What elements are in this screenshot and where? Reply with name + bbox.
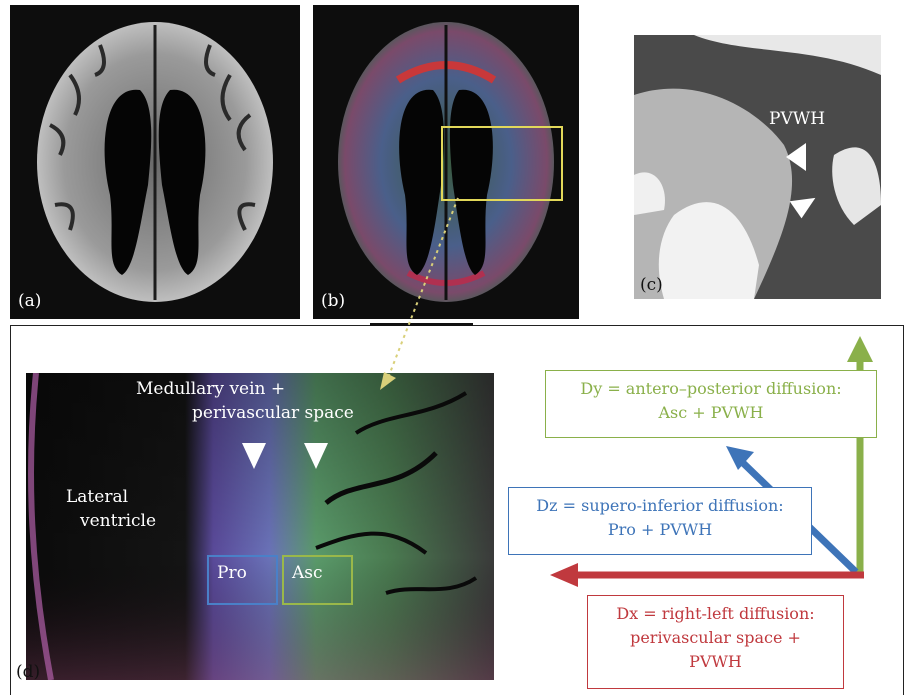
vein-label: Medullary vein + perivascular space [136,379,354,423]
medullary-vein-3 [354,391,468,435]
roi-box [441,126,563,201]
arrowhead-1 [786,143,806,171]
dz-label-box: Dz = supero-inferior diffusion: Pro + PV… [508,487,812,555]
connector-arrow [380,197,459,390]
dy-label-box: Dy = antero–posterior diffusion: Asc + P… [545,370,877,438]
roi-asc-label: Asc [292,563,323,583]
ventricle-left [399,89,444,275]
panel-d-label: (d) [16,662,41,682]
arrowhead-left [242,443,266,469]
panel-a-image [37,22,273,302]
cortex-bright-right [832,147,881,225]
ventricle-right [158,89,206,275]
panel-a: (a) [10,5,300,319]
panel-b-image [338,22,554,302]
panel-c: PVWH (c) [634,35,881,299]
ventricle-right [449,89,493,275]
medullary-vein-2 [315,531,428,555]
ventricle-label: Lateral ventricle [66,487,157,531]
arrowhead-2 [789,197,816,219]
cortex-bright-top [694,35,881,75]
panel-c-label: (c) [640,275,663,295]
pvwh-annotation: PVWH [769,109,826,129]
ventricle-left [104,89,152,275]
roi-pro-box: Pro [207,555,278,605]
panel-d-image: Medullary vein + perivascular space Late… [26,373,494,680]
csf-bright-region [658,202,759,299]
arrowhead-right [304,443,328,469]
csf-bright-left [634,172,665,215]
panel-b: (b) [313,5,579,319]
roi-pro-label: Pro [217,563,247,583]
dx-label-box: Dx = right-left diffusion: perivascular … [587,595,844,689]
sulci [49,44,256,231]
panel-c-image [634,35,881,299]
panel-a-label: (a) [18,291,42,311]
cortex-edge [28,373,54,680]
panel-b-label: (b) [321,291,346,311]
medullary-vein-4 [385,576,478,595]
medullary-vein-1 [324,451,438,505]
roi-asc-box: Asc [282,555,353,605]
panel-b-connector-bar [370,323,473,326]
